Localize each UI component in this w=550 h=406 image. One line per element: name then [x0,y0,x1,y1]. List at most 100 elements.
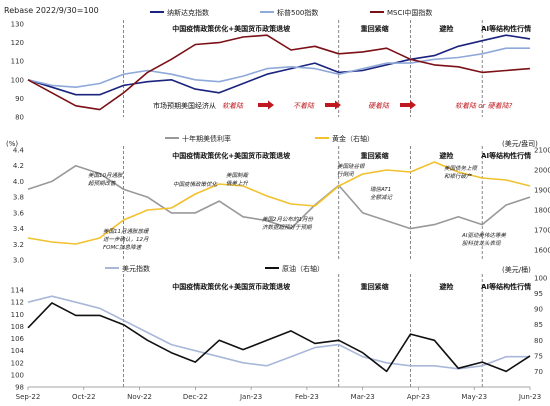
y-tick-label-right: 90 [534,306,543,314]
x-axis-ticks: Sep-22 Oct-22 Nov-22 Dec-22 Jan-23 Feb-23 Mar-… [16,387,541,401]
regime-label: 避险 [438,151,454,160]
x-tick-label: Oct-22 [72,393,96,401]
event-note: AI驱动美伟达等美 [461,232,506,239]
event-note: 济数据超预好于预期 [262,224,313,231]
event-note: 进一步确认，12月 [103,236,149,243]
x-tick-label: Nov-22 [127,393,152,401]
regime-label: 避险 [438,282,454,291]
y-tick-label-left: 100 [11,371,24,379]
stage-arrow-icon [258,100,274,110]
panel2-regime-dividers [123,146,483,260]
legend-label: 十年期美债利率 [182,134,231,143]
y-tick-label-left: 3.6 [13,209,25,217]
event-note: 美国硅谷银 [337,163,366,170]
y-tick-label-left: 4.4 [13,147,25,155]
series-line [27,295,530,370]
y-tick-label-left: 114 [11,287,25,295]
legend-label: MSCI中国指数 [387,8,432,17]
legend-label: 纳斯达克指数 [167,8,209,17]
stage-label: 不着陆 [293,102,315,110]
y-tick-label-right: 70 [534,368,543,376]
y-tick-label: 120 [11,39,24,47]
legend-label: 黄金（右轴） [332,134,374,143]
regime-label: 重回紧缩 [361,24,389,33]
y-tick-label-right: 2100 [534,147,550,155]
panel-equity-indices: Rebase 2022/9/30=100 纳斯达克指数 标普500指数 MSCI中国… [4,6,531,122]
regime-label: AI等结构性行情 [481,151,531,160]
series-line [27,161,531,245]
regime-label: 避险 [438,24,454,33]
event-note: 和银行破产 [444,173,472,180]
x-tick-label: Sep-22 [16,393,41,401]
y-tick-label-left: 4.0 [13,178,24,186]
panel1-y-axis: 80 90 100 110 120 130 [11,21,24,122]
panel1-regime-labels: 中国疫情政策优化+美国货币政策退坡 重回紧缩 避险 AI等结构性行情 [172,24,531,33]
y-tick-label-left: 104 [11,347,25,355]
event-note: 俄美上升 [226,180,249,187]
event-note: 中国疫情政策优化 [173,181,219,188]
x-tick-label: May-23 [461,393,487,401]
event-note: 美国10月通胀 [88,172,124,179]
legend-label: 标普500指数 [277,8,318,17]
stage-arrow-icon [325,100,341,110]
series-line [27,34,531,111]
event-note: 全额减记 [370,194,393,201]
x-tick-label: Feb-23 [295,393,319,401]
event-note: 行倒闭 [337,171,355,178]
panel2-right-unit: (美元/盎司) [502,139,538,148]
y-tick-label-right: 1900 [534,187,550,195]
legend-label: 原油（右轴） [282,264,324,273]
y-tick-label-left: 102 [11,359,24,367]
panel3-regime-labels: 中国疫情政策优化+美国货币政策退坡 重回紧缩 避险 AI等结构性行情 [172,282,531,291]
regime-label: 中国疫情政策优化+美国货币政策退坡 [172,282,291,291]
y-tick-label-right: 95 [534,290,543,298]
panel-dollar-oil: 美元指数 原油（右轴） (美元/桶) 98 100 102 104 106 108 110 11… [11,264,548,392]
y-tick-label-left: 4.2 [13,162,24,170]
y-tick-label-right: 1800 [534,207,550,215]
event-note: FOMC加息降速 [103,244,143,251]
series-line [27,302,531,373]
stage-label: 硬着陆 [368,102,390,110]
y-tick-label-left: 112 [11,299,24,307]
event-note: 美国11月通胀放缓 [103,228,150,235]
y-tick-label-right: 85 [534,321,543,329]
panel1-regime-dividers [123,20,483,117]
event-note: 超预期改善 [88,180,116,187]
panel2-legend: 十年期美债利率 黄金（右轴） [165,134,374,143]
legend-label: 美元指数 [122,264,150,273]
stage-arrow-icon [400,100,416,110]
x-tick-label: Jan-23 [239,393,262,401]
event-note: 美国制裁 [226,172,249,179]
series-line [27,34,531,96]
y-tick-label-left: 3.4 [13,225,25,233]
regime-label: 重回紧缩 [361,282,389,291]
regime-label: 中国疫情政策优化+美国货币政策退坡 [172,151,291,160]
panel1-legend: 纳斯达克指数 标普500指数 MSCI中国指数 [150,8,432,17]
event-note: 美国债务上限 [444,165,478,172]
panel2-left-unit: (%) [6,140,18,148]
x-tick-label: Mar-23 [351,393,375,401]
y-tick-label-left: 108 [11,323,24,331]
y-tick-label-right: 1600 [534,247,550,255]
y-tick-label-left: 3.0 [13,257,24,265]
regime-label: AI等结构性行情 [481,282,531,291]
y-tick-label-right: 2000 [534,167,550,175]
event-note: 股科技龙头表现 [462,240,501,247]
event-note: 美国2月公布的1月份 [262,216,313,223]
panel3-legend: 美元指数 原油（右轴） [105,264,324,273]
x-tick-label: Jun-23 [518,393,541,401]
x-tick-label: Dec-22 [183,393,208,401]
panel2-series [27,161,531,245]
regime-label: AI等结构性行情 [481,24,531,33]
panel1-series [27,34,531,111]
y-tick-label: 110 [11,58,24,66]
y-tick-label-right: 80 [534,337,543,345]
y-tick-label-left: 106 [11,335,25,343]
y-tick-label: 90 [15,95,24,103]
y-tick-label-left: 3.2 [13,241,24,249]
panel3-regime-dividers [123,274,483,387]
y-tick-label-right: 75 [534,352,543,360]
series-line [27,47,530,88]
series-line [27,164,531,230]
